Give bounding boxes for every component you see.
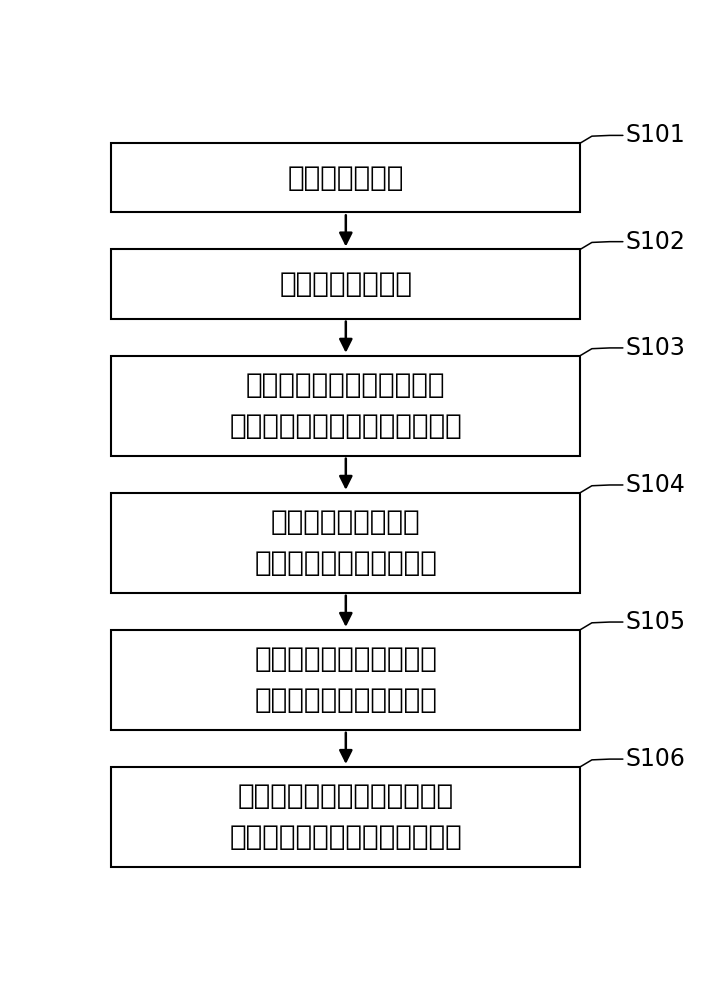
Bar — [111, 630, 580, 730]
Text: S101: S101 — [626, 123, 686, 147]
Bar — [111, 356, 580, 456]
Text: S102: S102 — [626, 230, 686, 254]
Text: S104: S104 — [626, 473, 686, 497]
Text: 预处理过电压信号: 预处理过电压信号 — [279, 270, 412, 298]
Bar — [111, 249, 580, 319]
Bar — [111, 767, 580, 867]
Text: 根据不同阶次的奇异值的加权
能量贡献率选取过电压的特征量: 根据不同阶次的奇异值的加权 能量贡献率选取过电压的特征量 — [229, 782, 462, 851]
Text: S106: S106 — [626, 747, 686, 771]
Text: 根据不同频带的信号
分量构造多尺度时频矩阵: 根据不同频带的信号 分量构造多尺度时频矩阵 — [255, 508, 437, 577]
Text: 对矩阵进行奇异值分解，
计算出不同阶次的奇异值: 对矩阵进行奇异值分解， 计算出不同阶次的奇异值 — [255, 645, 437, 714]
Bar — [111, 493, 580, 593]
Text: 分解经过预处理后的过电压
信号，获取不同频带的信号分量: 分解经过预处理后的过电压 信号，获取不同频带的信号分量 — [229, 371, 462, 440]
Text: 获取过电压信号: 获取过电压信号 — [288, 164, 404, 192]
Text: S105: S105 — [626, 610, 686, 634]
Text: S103: S103 — [626, 336, 686, 360]
Bar — [111, 143, 580, 212]
